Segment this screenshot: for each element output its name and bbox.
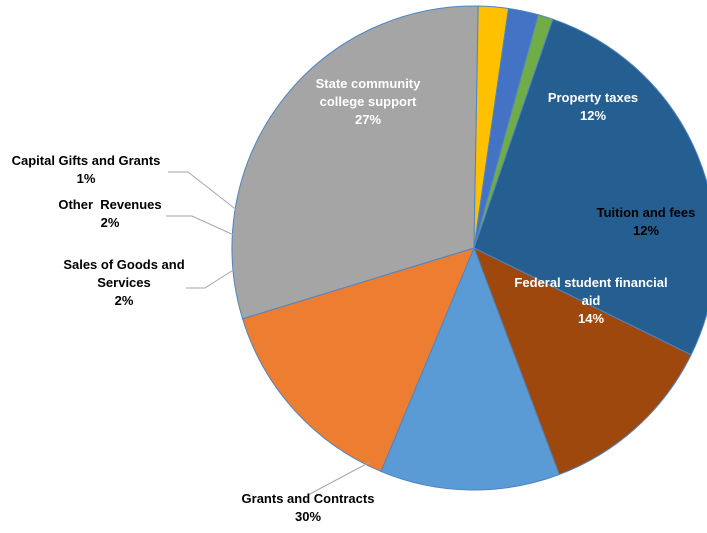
label-text-line: Tuition and fees bbox=[597, 205, 696, 220]
label-text-line: Other Revenues bbox=[58, 197, 161, 212]
data-label-tuition-and-fees: Tuition and fees 12% bbox=[597, 205, 696, 238]
label-text-line: Capital Gifts and Grants bbox=[12, 153, 161, 168]
label-percent: 2% bbox=[101, 215, 120, 230]
label-text-line: Property taxes bbox=[548, 90, 638, 105]
leader-line-capital-gifts-and-grants bbox=[168, 171, 239, 212]
pie-slice-property-taxes bbox=[473, 246, 692, 476]
pie-slice-grants-and-contracts bbox=[231, 5, 479, 320]
leader-line-sales-of-goods-and-services bbox=[186, 266, 239, 289]
leader-line-grants-and-contracts bbox=[307, 461, 371, 496]
label-percent: 27% bbox=[355, 112, 381, 127]
label-percent: 30% bbox=[295, 509, 321, 524]
label-percent: 1% bbox=[77, 171, 96, 186]
slice-labels: State community college support 27% Propert… bbox=[12, 76, 696, 524]
pie-slice-federal-student-financial-aid bbox=[241, 247, 475, 473]
pie-slice-capital-gifts-and-grants bbox=[473, 14, 554, 249]
pie-slice-tuition-and-fees bbox=[380, 246, 560, 491]
label-text-line: aid bbox=[582, 293, 601, 308]
label-text-line: Federal student financial bbox=[514, 275, 667, 290]
label-text-line: State community bbox=[316, 76, 422, 91]
data-label-capital-gifts-and-grants: Capital Gifts and Grants 1% bbox=[12, 153, 161, 186]
label-percent: 12% bbox=[633, 223, 659, 238]
leader-line-other-revenues bbox=[166, 215, 237, 237]
pie-slice-state-community-college-support bbox=[473, 18, 707, 356]
label-text-line: Services bbox=[97, 275, 151, 290]
label-text-line: Sales of Goods and bbox=[63, 257, 184, 272]
label-percent: 12% bbox=[580, 108, 606, 123]
label-percent: 14% bbox=[578, 311, 604, 326]
data-label-grants-and-contracts: Grants and Contracts 30% bbox=[242, 491, 375, 524]
label-percent: 2% bbox=[115, 293, 134, 308]
label-text-line: college support bbox=[320, 94, 417, 109]
data-label-federal-student-financial-aid: Federal student financial aid 14% bbox=[514, 275, 667, 326]
data-label-state-community-college-support: State community college support 27% bbox=[316, 76, 422, 127]
label-text-line: Grants and Contracts bbox=[242, 491, 375, 506]
data-label-sales-of-goods-and-services: Sales of Goods and Services 2% bbox=[63, 257, 184, 308]
data-label-property-taxes: Property taxes 12% bbox=[548, 90, 638, 123]
data-label-other-revenues: Other Revenues 2% bbox=[58, 197, 161, 230]
pie-slices bbox=[231, 5, 707, 491]
